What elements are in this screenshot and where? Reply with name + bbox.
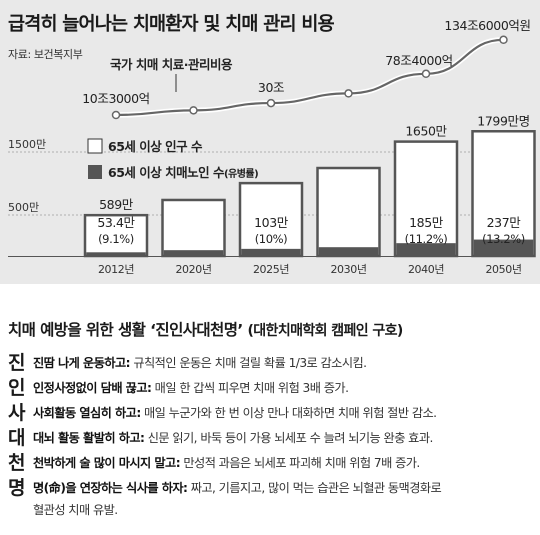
campaign-letter: 진 [8,352,26,374]
legend-population-label: 65세 이상 인구 수 [108,139,203,154]
campaign-letter: 명 [8,477,26,499]
legend: 65세 이상 인구 수 65세 이상 치매노인 수(유병률) [87,138,259,180]
x-tick-label: 2030년 [330,263,366,276]
cost-line-path [115,38,504,117]
population-bar [471,130,536,258]
x-tick-label: 2040년 [408,263,444,276]
dementia-bar [86,252,146,256]
legend-dementia-label: 65세 이상 치매노인 수(유병률) [108,165,258,180]
dementia-bar [241,248,301,256]
dementia-label: 237만 [487,215,522,230]
dementia-label: 185만 [409,215,444,230]
legend-dementia-swatch [88,165,102,179]
x-axis-labels: 2012년 2020년 2025년 2030년 2040년 2050년 [98,263,522,276]
cost-label: 134조6000억원 [444,18,530,33]
campaign-text: 진땀 나게 운동하고: 규칙적인 운동은 치매 걸릴 확률 1/3로 감소시킴. [33,356,367,370]
dementia-label: 103만 [254,215,289,230]
chart-panel: 급격히 늘어나는 치매환자 및 치매 관리 비용 자료: 보건복지부 1500만… [0,0,540,284]
campaign-letter: 대 [8,427,26,449]
campaign-panel: 치매 예방을 위한 생활 ‘진인사대천명’ (대한치매학회 캠페인 구호) 진 … [0,298,540,535]
dementia-bar [163,250,224,256]
gridline-label-1500: 1500만 [8,138,46,151]
campaign-letter: 사 [8,402,26,424]
population-bar [393,140,459,258]
x-tick-label: 2020년 [175,263,211,276]
x-tick-label: 2050년 [485,263,521,276]
cost-point [421,69,431,79]
population-label: 1650만 [405,124,447,139]
cost-label: 30조 [258,80,284,95]
rate-label: (11.2%) [405,232,448,246]
cost-point [499,35,508,45]
dementia-bar [473,239,534,256]
gridline-label-500: 500만 [8,201,39,214]
dementia-label: 53.4만 [97,215,135,230]
cost-label: 78조4000억 [385,53,453,68]
population-bar [83,213,149,258]
campaign-text: 천박하게 술 많이 마시지 말고: 만성적 과음은 뇌세포 파괴해 치매 위험 … [33,456,420,470]
cost-point [344,89,353,98]
cost-line-label: 국가 치매 치료·관리비용 [110,57,233,72]
rate-label: (9.1%) [98,232,134,246]
x-tick-label: 2012년 [98,263,134,276]
x-tick-label: 2025년 [253,263,289,276]
cost-point [189,106,198,115]
rate-label: (10%) [255,232,288,246]
legend-population-swatch [87,138,103,154]
campaign-letter: 천 [8,452,26,474]
dementia-bar [318,247,379,256]
cost-point [111,110,121,120]
cost-label: 10조3000억 [82,91,150,106]
cost-line-halo [113,37,507,118]
campaign-row-myeong-continuation: 혈관성 치매 유발. [33,503,118,517]
dementia-bar [396,243,456,256]
campaign-text: 대뇌 활동 활발히 하고: 신문 읽기, 바둑 등이 가용 뇌세포 수 늘려 뇌… [33,431,433,445]
rate-label: (13.2%) [482,232,525,246]
cost-point [266,98,276,108]
population-label: 1799만명 [477,113,529,128]
bars: 589만 53.4만 (9.1%) 103만 (10%) 1650만 185만 (11.2%)… [83,113,536,258]
campaign-text: 인정사정없이 담배 끊고: 매일 한 갑씩 피우면 치매 위험 3배 증가. [33,381,349,395]
population-bar [316,166,381,258]
cost-line: 10조3000억 30조 78조4000억 134조6000억원 [82,18,531,120]
campaign-letter: 인 [8,377,26,399]
campaign-text: 사회활동 열심히 하고: 매일 누군가와 한 번 이상 만나 대화하면 치매 위… [33,406,437,420]
campaign-text: 명(命)을 연장하는 식사를 하자: 짜고, 기름지고, 많이 먹는 습관은 뇌… [33,481,442,495]
chart-title: 급격히 늘어나는 치매환자 및 치매 관리 비용 [8,13,335,35]
campaign-title: 치매 예방을 위한 생활 ‘진인사대천명’ (대한치매학회 캠페인 구호) [8,321,403,339]
chart-svg: 급격히 늘어나는 치매환자 및 치매 관리 비용 자료: 보건복지부 1500만… [8,13,536,276]
population-bar [161,198,226,258]
chart-source: 자료: 보건복지부 [8,48,83,61]
population-label: 589만 [99,197,134,212]
